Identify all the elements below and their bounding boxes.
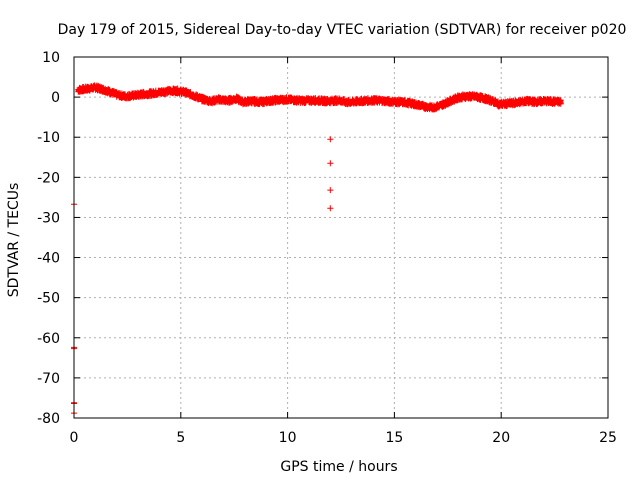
y-tick-label: -20 [37,170,60,186]
x-tick-label: 0 [70,430,79,446]
y-tick-label: -30 [37,210,60,226]
y-tick-label: -70 [37,371,60,387]
x-tick-label: 5 [176,430,185,446]
y-tick-label: -40 [37,251,60,267]
y-tick-label: -50 [37,291,60,307]
y-tick-label: -60 [37,331,60,347]
x-tick-label: 20 [492,430,510,446]
y-tick-label: 10 [42,50,60,66]
y-tick-label: -10 [37,130,60,146]
x-tick-label: 10 [279,430,297,446]
axis-ticks: 0 5 10 15 20 25 10 0 -10 -20 -30 -40 -50 -60 -70 -80 [37,50,617,446]
x-axis-title: GPS time / hours [280,459,397,475]
outlier-point [327,160,334,167]
y-axis-title: SDTVAR / TECUs [6,183,22,298]
data-points [71,82,564,417]
plot-frame [73,56,609,419]
outlier-point [327,136,334,143]
y-tick-label: -80 [37,411,60,427]
chart-title: Day 179 of 2015, Sidereal Day-to-day VTE… [58,22,627,38]
outlier-point [327,187,334,194]
x-tick-label: 25 [599,430,617,446]
x-tick-label: 15 [385,430,403,446]
y-tick-label: 0 [51,90,60,106]
outlier-point [327,205,334,212]
data-point [557,100,564,107]
